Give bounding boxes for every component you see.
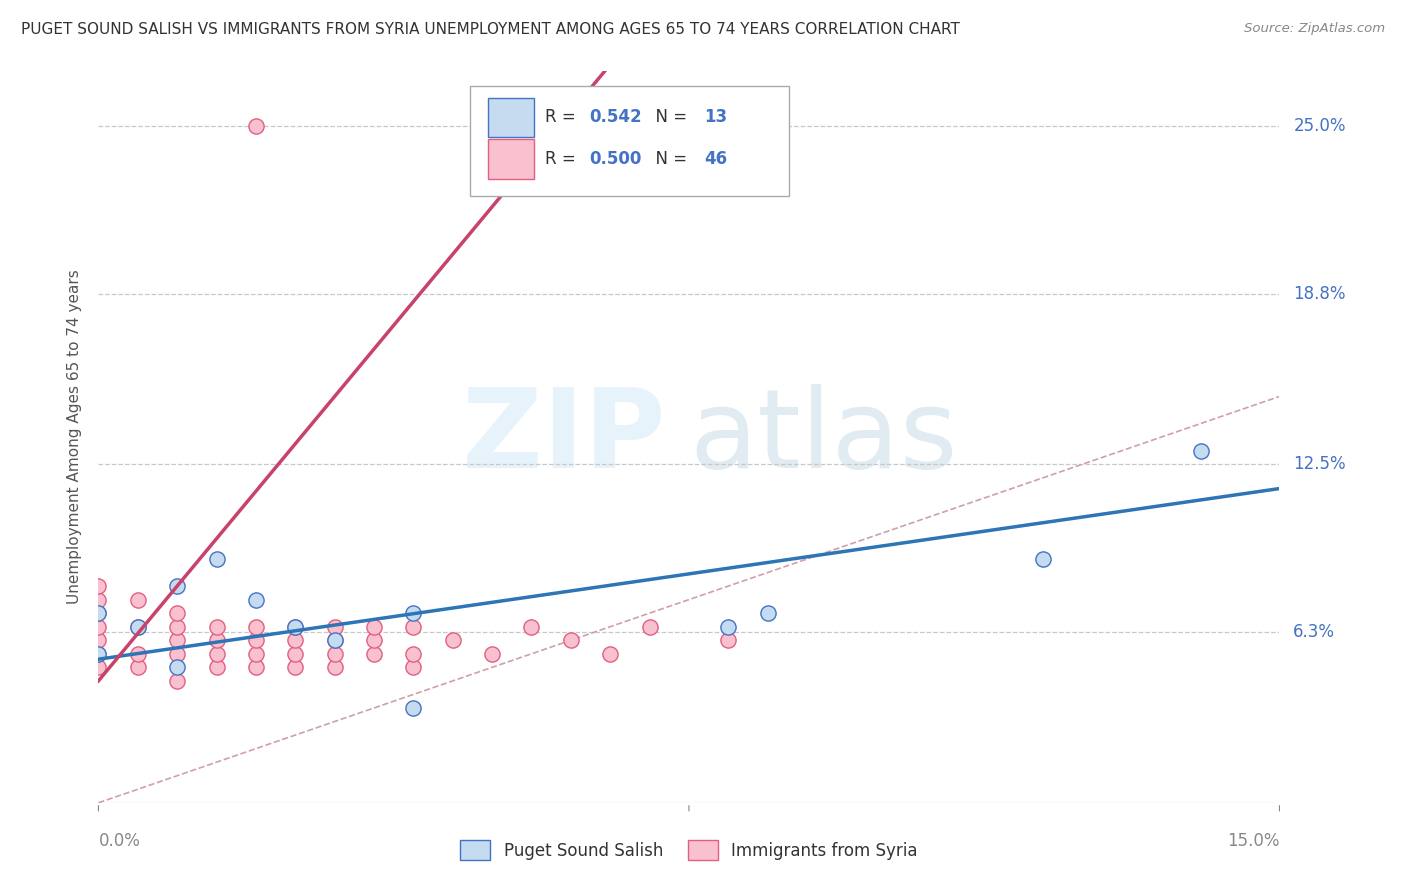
Point (1189, 443, 1212, 458)
Point (402, 620, 425, 634)
FancyBboxPatch shape (471, 86, 789, 195)
Text: 46: 46 (704, 150, 727, 168)
Point (127, 647, 149, 661)
Point (205, 620, 228, 634)
Point (717, 633, 740, 648)
Point (363, 647, 385, 661)
Point (205, 552, 228, 566)
Point (245, 633, 267, 648)
Point (245, 620, 267, 634)
Point (717, 620, 740, 634)
Point (87, 620, 110, 634)
Text: 13: 13 (704, 109, 727, 127)
Point (87, 647, 110, 661)
Text: 0.0%: 0.0% (98, 832, 141, 850)
Point (363, 633, 385, 648)
Text: N =: N = (645, 150, 693, 168)
Point (87, 592, 110, 607)
Point (284, 620, 307, 634)
Text: ZIP: ZIP (463, 384, 665, 491)
Text: 0.542: 0.542 (589, 109, 643, 127)
FancyBboxPatch shape (488, 98, 534, 137)
Point (1032, 552, 1054, 566)
Point (127, 592, 149, 607)
Point (166, 633, 188, 648)
Point (638, 620, 661, 634)
Point (87, 633, 110, 648)
Point (560, 633, 582, 648)
Point (205, 660, 228, 674)
Point (87, 660, 110, 674)
Point (166, 620, 188, 634)
Point (284, 660, 307, 674)
Point (323, 647, 346, 661)
Point (166, 673, 188, 688)
Point (166, 579, 188, 593)
Text: atlas: atlas (689, 384, 957, 491)
Point (245, 592, 267, 607)
Point (323, 660, 346, 674)
Text: 6.3%: 6.3% (1294, 624, 1336, 641)
Point (284, 620, 307, 634)
Text: 0.500: 0.500 (589, 150, 643, 168)
Text: 25.0%: 25.0% (1294, 117, 1346, 135)
Point (520, 620, 543, 634)
Point (87, 606, 110, 620)
Point (363, 620, 385, 634)
Point (756, 606, 779, 620)
Legend: Puget Sound Salish, Immigrants from Syria: Puget Sound Salish, Immigrants from Syri… (460, 840, 918, 860)
Text: Source: ZipAtlas.com: Source: ZipAtlas.com (1244, 22, 1385, 36)
Text: PUGET SOUND SALISH VS IMMIGRANTS FROM SYRIA UNEMPLOYMENT AMONG AGES 65 TO 74 YEA: PUGET SOUND SALISH VS IMMIGRANTS FROM SY… (21, 22, 960, 37)
Point (323, 620, 346, 634)
Point (284, 647, 307, 661)
Point (127, 620, 149, 634)
Point (284, 633, 307, 648)
Point (245, 647, 267, 661)
Point (323, 633, 346, 648)
Point (205, 647, 228, 661)
Point (87, 647, 110, 661)
Point (402, 701, 425, 715)
Point (481, 647, 503, 661)
Point (87, 579, 110, 593)
Point (127, 620, 149, 634)
Point (166, 606, 188, 620)
Point (245, 119, 267, 133)
Point (127, 660, 149, 674)
Y-axis label: Unemployment Among Ages 65 to 74 years: Unemployment Among Ages 65 to 74 years (66, 269, 82, 605)
Text: N =: N = (645, 109, 693, 127)
Text: 12.5%: 12.5% (1294, 455, 1346, 473)
Point (205, 633, 228, 648)
Text: R =: R = (546, 150, 581, 168)
Point (599, 647, 621, 661)
Point (166, 647, 188, 661)
Point (323, 633, 346, 648)
Text: R =: R = (546, 109, 581, 127)
Point (441, 633, 464, 648)
FancyBboxPatch shape (488, 139, 534, 179)
Point (402, 606, 425, 620)
Point (402, 660, 425, 674)
Text: 15.0%: 15.0% (1227, 832, 1279, 850)
Point (87, 606, 110, 620)
Point (166, 660, 188, 674)
Text: 18.8%: 18.8% (1294, 285, 1346, 302)
Point (402, 647, 425, 661)
Point (245, 660, 267, 674)
